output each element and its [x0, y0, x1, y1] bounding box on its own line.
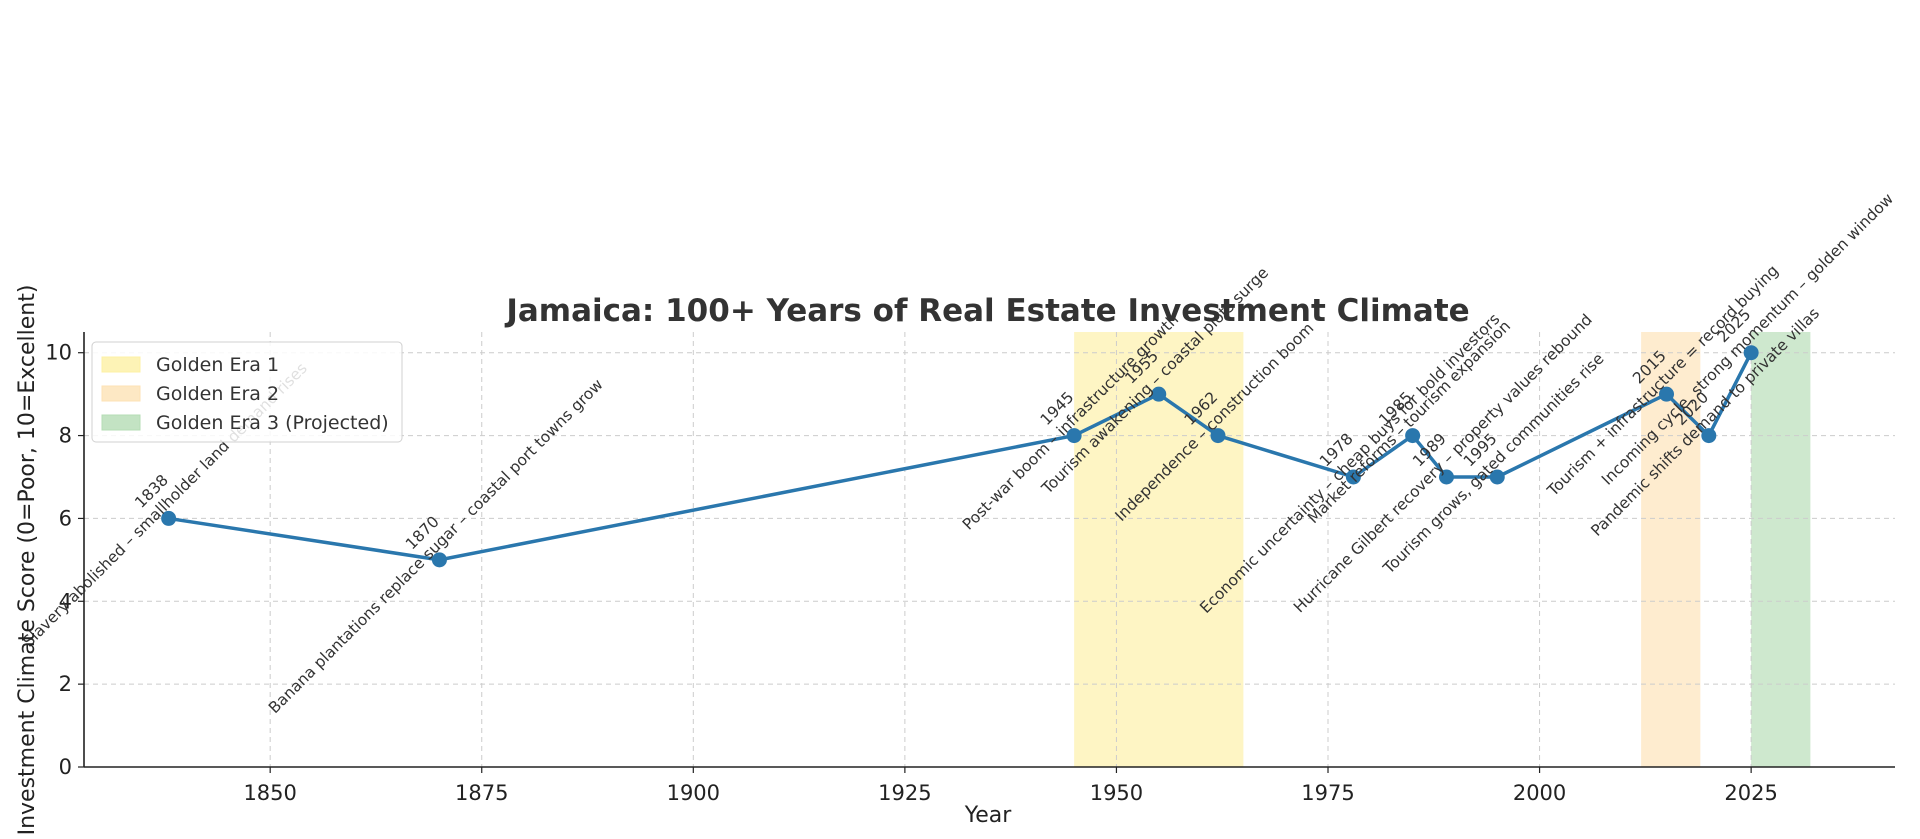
y-axis-label: Investment Climate Score (0=Poor, 10=Exc…: [15, 285, 40, 836]
shaded-regions: [1074, 332, 1811, 767]
y-tick-label-8: 8: [59, 424, 72, 448]
data-point-1962: [1210, 428, 1226, 444]
y-tick-label-6: 6: [59, 506, 72, 530]
x-tick-label-1900: 1900: [667, 781, 720, 805]
annotation-1995: 1995Tourism grows, gated communities ris…: [1366, 336, 1608, 578]
legend: Golden Era 1 Golden Era 2 Golden Era 3 (Pr…: [91, 341, 403, 443]
legend-label-3: Golden Era 3 (Projected): [156, 412, 389, 434]
chart-title: Jamaica: 100+ Years of Real Estate Inves…: [504, 293, 1469, 329]
legend-label-1: Golden Era 1: [156, 354, 279, 376]
data-point-1870: [431, 552, 447, 568]
data-point-1838: [161, 510, 177, 526]
data-point-2025: [1743, 345, 1759, 361]
x-tick-label-1875: 1875: [455, 781, 508, 805]
shaded-region-3: [1751, 332, 1811, 767]
legend-box: [91, 341, 403, 443]
axes: 1850 1875 1900 1925 1950 1975 2000 2025 0 2 4 6 8 10: [45, 332, 1895, 805]
x-tick-label-1850: 1850: [243, 781, 296, 805]
y-tick-label-0: 0: [59, 755, 72, 779]
annotations: 1838Slavery abolished – smallholder land…: [19, 176, 1898, 717]
legend-swatch-2: [101, 385, 141, 402]
data-point-2020: [1701, 428, 1717, 444]
x-tick-label-2025: 2025: [1724, 781, 1777, 805]
x-tick-label-1950: 1950: [1090, 781, 1143, 805]
data-point-1995: [1489, 469, 1505, 485]
y-tick-label-2: 2: [59, 672, 72, 696]
data-point-1978: [1345, 469, 1361, 485]
x-axis-label: Year: [964, 803, 1013, 828]
data-point-1945: [1066, 428, 1082, 444]
data-point-1955: [1151, 386, 1167, 402]
legend-swatch-1: [101, 356, 141, 373]
data-point-2015: [1659, 386, 1675, 402]
legend-swatch-3: [101, 414, 141, 431]
y-tick-label-4: 4: [59, 589, 72, 613]
data-series: [161, 345, 1759, 568]
y-tick-label-10: 10: [45, 341, 72, 365]
shaded-region-2: [1641, 332, 1701, 767]
x-tick-label-1925: 1925: [878, 781, 931, 805]
x-tick-label-2000: 2000: [1513, 781, 1566, 805]
data-point-1989: [1438, 469, 1454, 485]
series-line-1: [168, 351, 1753, 562]
legend-label-2: Golden Era 2: [156, 383, 279, 405]
annotation-2025: 2025Incoming cycle, strong momentum – go…: [1585, 176, 1898, 489]
shaded-region-1: [1074, 332, 1244, 767]
data-point-1985: [1405, 428, 1421, 444]
x-tick-label-1975: 1975: [1301, 781, 1354, 805]
